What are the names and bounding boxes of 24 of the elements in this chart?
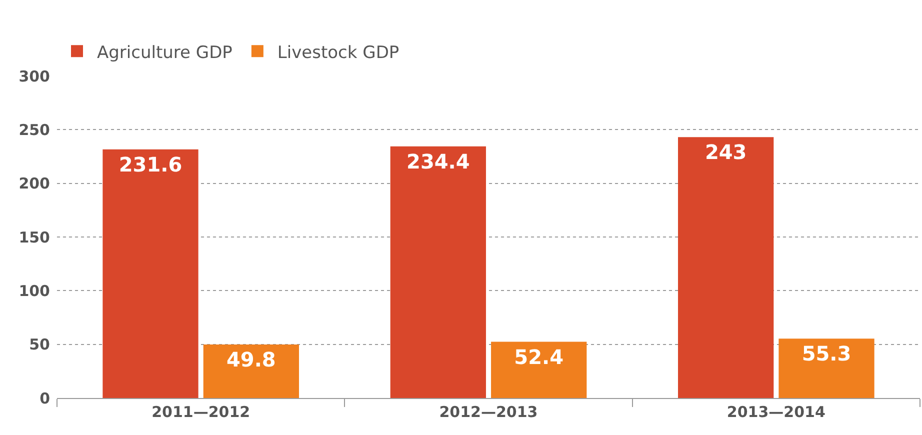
y-tick-label: 100 — [18, 282, 50, 300]
data-label: 231.6 — [118, 152, 182, 176]
y-tick-label: 250 — [18, 120, 50, 139]
y-tick-label: 50 — [29, 336, 50, 354]
y-tick-label: 300 — [18, 67, 50, 86]
data-label: 49.8 — [226, 348, 276, 372]
y-tick-label: 150 — [18, 228, 50, 246]
x-tick-label: 2011—2012 — [152, 403, 250, 421]
data-label: 52.4 — [514, 344, 564, 369]
bar — [102, 149, 198, 398]
data-label: 243 — [704, 140, 747, 164]
x-tick-label: 2012—2013 — [439, 403, 538, 421]
data-label: 234.4 — [406, 149, 470, 174]
bar — [390, 146, 486, 398]
legend-label: Livestock GDP — [277, 42, 400, 63]
bar — [778, 338, 874, 398]
bar — [491, 342, 587, 398]
bar — [203, 344, 299, 398]
y-tick-label: 0 — [40, 389, 50, 408]
y-tick-label: 200 — [18, 174, 50, 193]
bar — [678, 137, 774, 398]
x-tick-label: 2013—2014 — [726, 403, 826, 421]
legend-label: Agriculture GDP — [97, 42, 232, 63]
data-label: 55.3 — [802, 342, 852, 366]
